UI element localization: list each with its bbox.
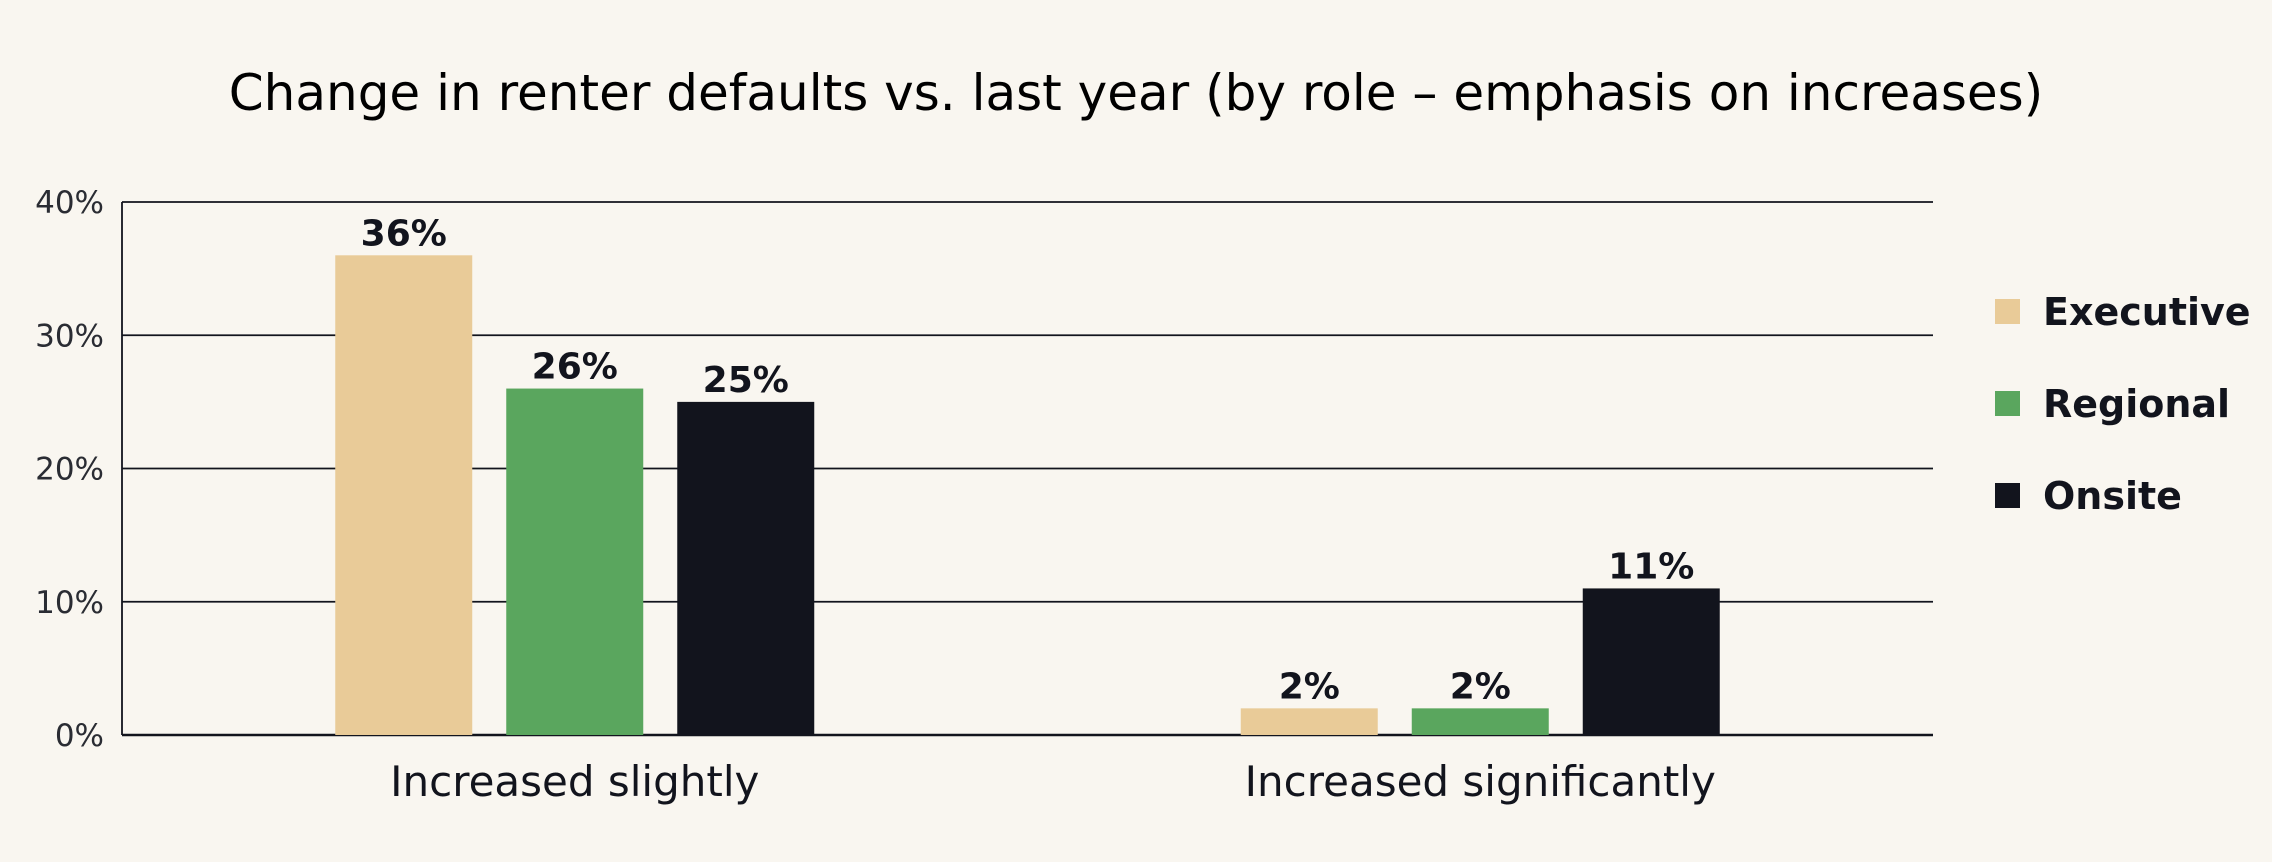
bar-executive-1 [1240,708,1378,735]
legend-label: Onsite [2043,474,2182,518]
y-tick-label: 10% [35,585,104,621]
legend: Executive Regional Onsite [1995,290,2251,518]
legend-label: Regional [2043,382,2230,426]
bar-regional-0 [506,388,644,735]
y-axis: 0% 10% 20% 30% 40% [35,185,104,754]
x-tick-label: Increased slightly [390,757,759,806]
x-tick-label: Increased significantly [1245,757,1716,806]
data-label: 26% [532,347,618,388]
bar-onsite-0 [677,401,815,735]
bar-executive-0 [335,255,473,736]
data-label: 36% [361,213,447,254]
legend-label: Executive [2043,290,2251,334]
data-label: 25% [703,360,789,401]
bar-regional-1 [1411,708,1549,735]
bar-onsite-1 [1582,588,1720,735]
y-tick-label: 20% [35,452,104,488]
chart-title: Change in renter defaults vs. last year … [229,64,2043,122]
data-label: 11% [1608,546,1694,587]
y-tick-label: 0% [55,718,104,754]
y-tick-label: 30% [35,318,104,354]
legend-swatch [1995,483,2020,508]
data-label: 2% [1279,666,1340,707]
legend-swatch [1995,299,2020,324]
y-tick-label: 40% [35,185,104,221]
x-axis: Increased slightly Increased significantl… [390,757,1716,806]
data-labels: 36% 26% 25% 2% 2% 11% [361,213,1695,707]
legend-swatch [1995,391,2020,416]
bars [335,255,1720,736]
data-label: 2% [1450,666,1511,707]
